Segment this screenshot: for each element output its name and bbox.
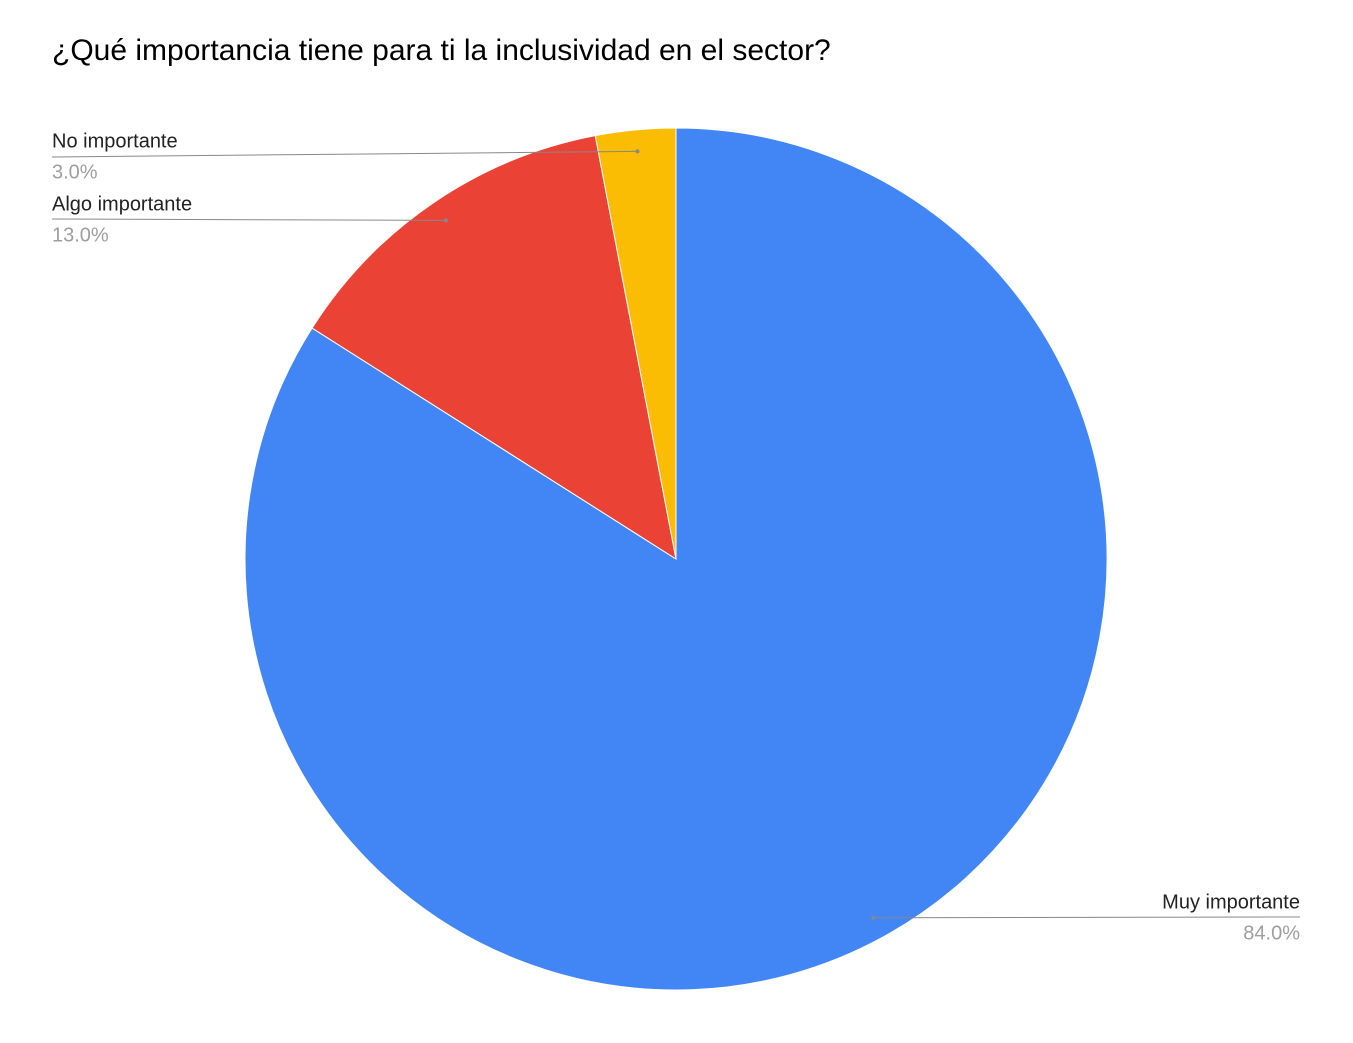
slice-value-label: 13.0%: [52, 224, 109, 246]
slice-label: Muy importante: [1162, 891, 1300, 913]
slice-label: No importante: [52, 130, 178, 152]
leader-line: [873, 916, 1301, 919]
leader-dot: [443, 218, 448, 223]
leader-line: [51, 150, 638, 158]
chart-title: ¿Qué importancia tiene para ti la inclus…: [52, 34, 831, 67]
leader-dot: [871, 915, 876, 920]
pie-slice: [594, 127, 677, 560]
leader-line: [51, 218, 446, 221]
slice-value-label: 3.0%: [52, 161, 98, 183]
slice-value-label: 84.0%: [1243, 922, 1300, 944]
leader-dot: [635, 149, 640, 154]
pie-slice: [244, 127, 1108, 991]
slice-label: Algo importante: [52, 193, 192, 215]
pie-slice: [311, 135, 677, 561]
